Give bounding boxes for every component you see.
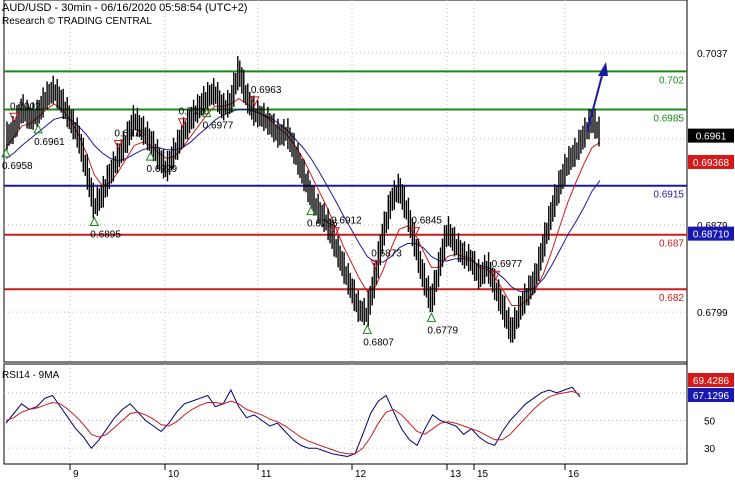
price-tag-label: 0.69368 xyxy=(693,158,730,169)
price-tag-box xyxy=(688,226,734,241)
level-label: 0.687 xyxy=(659,239,684,250)
rsi-panel-title: RSI14 - 9MA xyxy=(2,370,60,381)
price-tag-box xyxy=(688,154,734,169)
y-tick-label: 0.6879 xyxy=(697,221,728,232)
price-tags: 0.6961 0.69368 0.68710 xyxy=(688,128,734,241)
ma-blue-line xyxy=(5,109,601,292)
swing-low-marker xyxy=(426,312,437,322)
swing-high-marker xyxy=(490,270,501,281)
price-tag-label: 0.6961 xyxy=(696,132,727,143)
rsi-tag-box xyxy=(688,373,734,387)
swing-high-label: 0.6977 xyxy=(492,259,523,270)
x-tick-label: 11 xyxy=(261,469,272,480)
x-tick-label: 10 xyxy=(168,469,180,480)
swing-high-label: 0.6978 xyxy=(114,128,145,139)
swing-high-marker xyxy=(177,118,188,128)
x-tick-label: 16 xyxy=(568,469,580,480)
swing-low-label: 0.6779 xyxy=(427,325,458,336)
x-tick-label: 9 xyxy=(73,469,79,480)
swing-low-label: 0.6977 xyxy=(203,121,234,132)
chart-title: AUD/USD - 30min - 06/16/2020 05:58:54 (U… xyxy=(2,2,247,14)
swing-high-label: 0.6912 xyxy=(331,216,362,227)
watermark-text: Research © TRADING CENTRAL xyxy=(2,16,152,27)
rsi-tag-label: 67.1296 xyxy=(693,391,730,402)
rsi-tag-box xyxy=(688,388,734,402)
x-tick-label: 15 xyxy=(477,469,489,480)
swing-low-marker xyxy=(1,147,11,158)
swing-low-marker xyxy=(33,123,43,134)
x-tick-label: 12 xyxy=(355,469,367,480)
swing-high-label: 0.6873 xyxy=(371,248,402,259)
rsi-y-tick-label: 50 xyxy=(704,416,716,427)
swing-high-label: 0.7002 xyxy=(10,101,41,112)
forecast-arrow xyxy=(586,62,608,133)
swing-low-marker xyxy=(201,107,212,118)
swing-high-label: 0.6845 xyxy=(411,216,442,227)
swing-high-marker xyxy=(250,96,260,107)
price-tag-label: 0.68710 xyxy=(693,230,730,241)
rsi-series: 50 30 69.4286 67.1296 xyxy=(4,373,734,458)
swing-high-marker xyxy=(113,139,124,150)
level-lines: 0.702 0.6985 0.6915 0.687 0.682 xyxy=(4,70,687,304)
forecast-arrow-shaft xyxy=(586,71,604,133)
y-axis-labels: 0.7037 0.6799 0.6879 xyxy=(697,49,728,319)
price-tag-box xyxy=(688,128,734,143)
swing-markers: 0.7002 0.7020 0.6978 0.6963 0.6912 0.6873 0.68… xyxy=(1,85,523,348)
price-series xyxy=(6,56,600,343)
level-label: 0.682 xyxy=(659,293,684,304)
y-tick-label: 0.7037 xyxy=(697,49,728,60)
x-axis-labels: 9 10 11 12 13 15 16 xyxy=(69,464,580,480)
swing-low-label: 0.6796 xyxy=(307,219,338,230)
swing-low-label: 0.6895 xyxy=(90,230,121,241)
level-label: 0.702 xyxy=(659,75,684,86)
swing-low-label: 0.6958 xyxy=(2,161,33,172)
x-tick-label: 13 xyxy=(450,469,462,480)
swing-low-label: 0.6961 xyxy=(34,137,65,148)
level-label: 0.6915 xyxy=(653,190,684,201)
y-tick-label: 0.6799 xyxy=(697,308,728,319)
swing-low-marker xyxy=(145,151,156,161)
swing-low-label: 0.6929 xyxy=(146,164,177,175)
swing-high-marker xyxy=(9,112,19,123)
swing-low-marker xyxy=(362,324,373,334)
swing-low-marker xyxy=(89,216,100,227)
swing-high-label: 0.6963 xyxy=(251,85,282,96)
swing-high-marker xyxy=(410,227,421,237)
forecast-arrow-head xyxy=(598,62,608,76)
swing-high-marker xyxy=(370,259,381,270)
swing-high-label: 0.7020 xyxy=(179,107,210,118)
rsi-y-tick-label: 30 xyxy=(704,444,716,455)
swing-high-marker xyxy=(330,227,340,237)
rsi-series-line xyxy=(5,390,581,455)
rsi-tag-label: 69.4286 xyxy=(693,376,730,387)
swing-low-label: 0.6807 xyxy=(363,337,394,348)
level-label: 0.6985 xyxy=(653,113,684,124)
swing-low-marker xyxy=(306,205,316,216)
